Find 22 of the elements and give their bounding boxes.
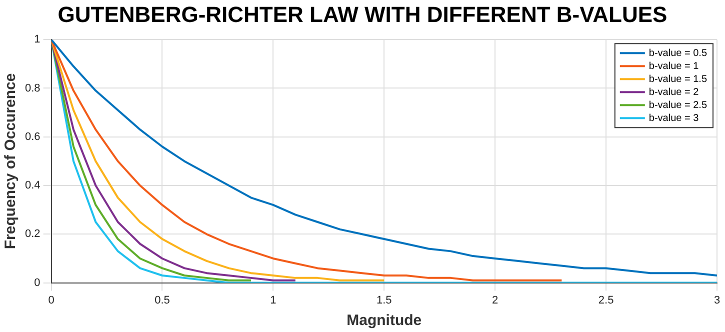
y-tick-label: 0.8: [24, 82, 40, 94]
legend-label: b-value = 1.5: [648, 74, 708, 85]
y-tick-label: 0: [34, 276, 40, 289]
legend-label: b-value = 2.5: [648, 100, 708, 111]
y-tick-label: 0.4: [24, 180, 40, 192]
y-tick-label: 0.6: [24, 130, 40, 143]
x-tick-label: 3: [714, 294, 720, 306]
x-axis-title: Magnitude: [346, 312, 422, 330]
legend-label: b-value = 1: [648, 60, 700, 72]
x-tick-label: 0: [48, 294, 54, 306]
x-tick-label: 1.5: [376, 294, 392, 306]
x-tick-label: 2: [492, 294, 498, 306]
x-tick-label: 2.5: [598, 294, 614, 306]
y-axis-title: Frequency of Occurence: [2, 73, 20, 250]
y-tick-label: 1: [34, 34, 40, 46]
x-tick-label: 1: [270, 294, 276, 306]
legend-label: b-value = 0.5: [648, 48, 708, 59]
legend-label: b-value = 3: [648, 112, 700, 124]
legend-label: b-value = 2: [648, 86, 700, 98]
x-tick-label: 0.5: [154, 294, 170, 306]
chart-title: GUTENBERG-RICHTER LAW WITH DIFFERENT B-VALUES: [56, 1, 668, 29]
y-tick-label: 0.2: [24, 228, 40, 240]
